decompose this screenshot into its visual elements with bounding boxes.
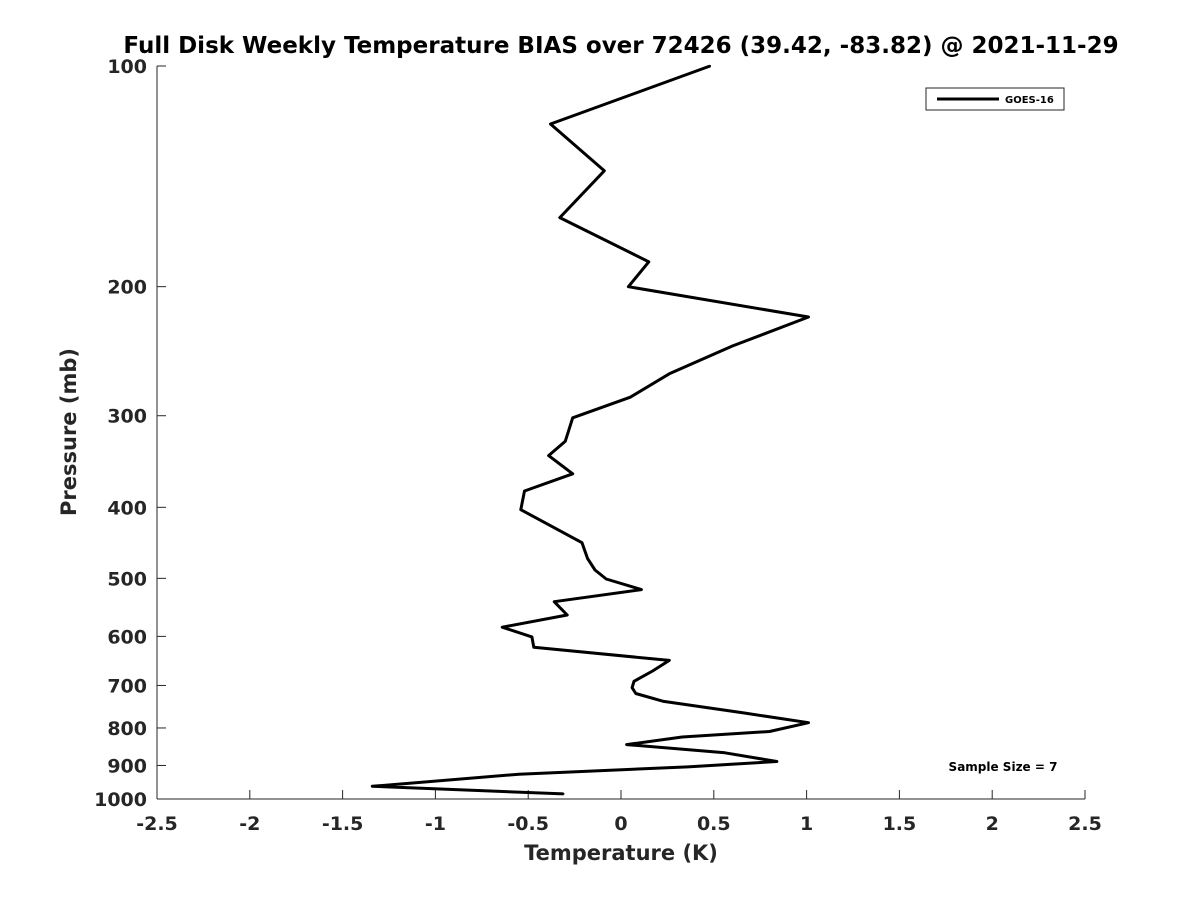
- data-point: [631, 686, 634, 689]
- data-point: [549, 123, 552, 125]
- y-tick-label: 100: [107, 56, 147, 78]
- chart-title: Full Disk Weekly Temperature BIAS over 7…: [123, 33, 1118, 59]
- data-point: [668, 659, 671, 662]
- x-ticks: -2.5 -2 -1.5 -1 -0.5 0 0.5 1 1.5 2 2.5: [136, 790, 1102, 835]
- y-tick-label: 200: [107, 277, 147, 299]
- x-tick-label: 0: [614, 813, 627, 835]
- data-point: [640, 588, 643, 591]
- data-point: [530, 635, 533, 638]
- sample-size-annotation: Sample Size = 7: [949, 760, 1058, 774]
- data-point: [553, 600, 556, 603]
- x-tick-label: 1: [800, 813, 813, 835]
- data-point: [571, 416, 574, 419]
- data-point: [517, 773, 520, 776]
- data-point: [586, 557, 589, 560]
- data-point: [594, 569, 596, 571]
- data-point: [681, 736, 684, 738]
- x-tick-label: 0.5: [697, 813, 731, 835]
- x-tick-label: 2: [986, 813, 999, 835]
- y-tick-label: 700: [107, 675, 147, 697]
- x-tick-label: -2: [239, 813, 260, 835]
- data-point: [775, 760, 778, 763]
- data-point: [807, 721, 810, 724]
- data-point: [532, 646, 535, 649]
- data-point: [566, 614, 569, 616]
- data-point: [562, 792, 565, 795]
- data-point: [625, 743, 628, 746]
- y-tick-label: 900: [107, 755, 147, 777]
- x-tick-label: -2.5: [136, 813, 178, 835]
- y-tick-label: 800: [107, 718, 147, 740]
- y-axis-label: Pressure (mb): [57, 348, 81, 516]
- x-tick-label: -0.5: [507, 813, 549, 835]
- data-point: [571, 472, 574, 475]
- y-tick-label: 300: [107, 406, 147, 428]
- data-point: [605, 578, 608, 580]
- y-tick-label: 500: [107, 568, 147, 590]
- data-point: [647, 260, 650, 263]
- data-point: [627, 285, 630, 288]
- data-point: [519, 508, 522, 511]
- data-point: [547, 454, 550, 457]
- y-ticks: 100 200 300 400 500 600 700 800 900 1000: [94, 56, 166, 811]
- data-point: [371, 785, 374, 788]
- data-point: [558, 216, 561, 219]
- data-point: [662, 700, 665, 703]
- series-layer: [370, 64, 810, 796]
- data-point: [686, 765, 689, 768]
- legend: GOES-16: [925, 87, 1065, 111]
- data-point: [523, 490, 526, 492]
- x-tick-label: -1: [425, 813, 446, 835]
- x-tick-label: 2.5: [1068, 813, 1102, 835]
- y-tick-label: 600: [107, 626, 147, 648]
- data-point: [581, 541, 583, 544]
- data-point: [668, 372, 671, 375]
- data-point: [634, 692, 637, 695]
- data-point: [742, 711, 745, 714]
- data-point: [501, 626, 504, 629]
- legend-label-goes-16: GOES-16: [1005, 95, 1054, 106]
- series-line-0: [370, 64, 810, 796]
- data-point: [603, 169, 606, 172]
- data-point: [564, 440, 567, 443]
- data-point: [768, 730, 771, 733]
- data-point: [629, 396, 632, 399]
- data-point: [651, 670, 654, 672]
- data-point: [709, 65, 712, 67]
- data-point: [731, 345, 734, 347]
- x-tick-label: -1.5: [322, 813, 364, 835]
- data-point: [633, 680, 635, 683]
- x-axis-label: Temperature (K): [524, 841, 718, 865]
- axes: [156, 66, 1085, 800]
- y-tick-label: 400: [107, 497, 147, 519]
- x-tick-label: 1.5: [883, 813, 917, 835]
- data-point: [723, 751, 726, 754]
- y-tick-label: 1000: [94, 789, 147, 811]
- data-point: [807, 316, 810, 318]
